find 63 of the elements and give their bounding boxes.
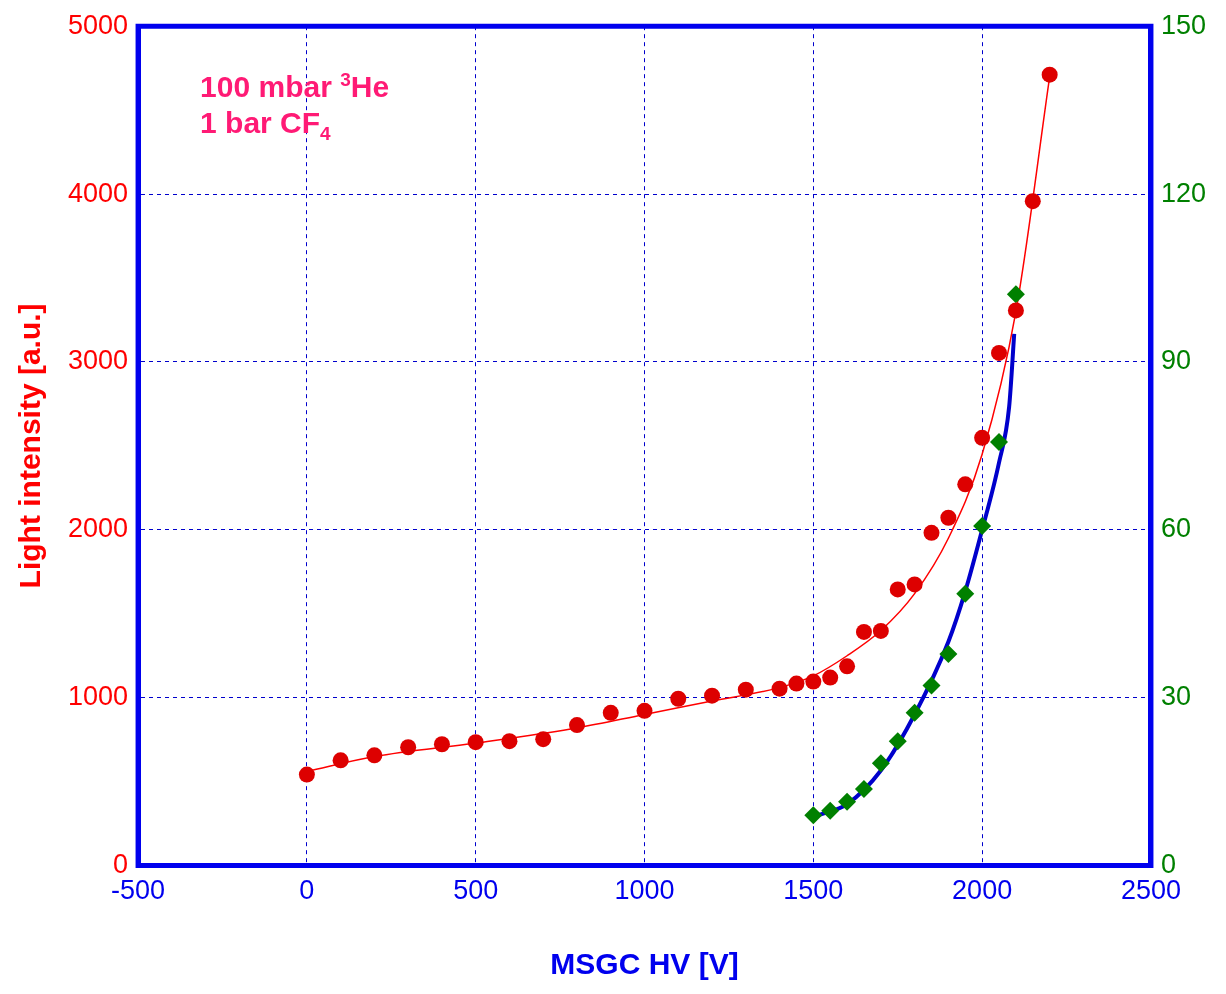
point	[400, 739, 417, 756]
point	[990, 432, 1009, 451]
point	[855, 623, 872, 640]
annotation: 100 mbar $^{3}$He	[200, 68, 390, 106]
y2-tick-label: 90	[1160, 345, 1191, 376]
y-tick-label: 3000	[67, 345, 129, 376]
point	[366, 747, 383, 764]
point	[974, 429, 991, 446]
point	[872, 622, 889, 639]
annotation: 1 bar CF$_{4}$	[200, 105, 332, 147]
point	[805, 673, 822, 690]
point	[871, 754, 890, 773]
point	[888, 732, 907, 751]
point	[939, 645, 958, 664]
point	[922, 676, 941, 695]
x-tick-label: 1500	[783, 875, 844, 906]
x-tick-label: 500	[453, 875, 499, 906]
y2-tick-label: 120	[1160, 177, 1207, 208]
y-axis-title: Light intensity [a.u.]	[13, 303, 47, 589]
y2-tick-label: 150	[1160, 9, 1207, 40]
point	[991, 344, 1008, 361]
point	[602, 704, 619, 721]
point	[889, 581, 906, 598]
point	[535, 731, 552, 748]
y2-tick-label: 30	[1160, 681, 1191, 712]
point	[957, 476, 974, 493]
point	[906, 576, 923, 593]
point	[788, 675, 805, 692]
point	[704, 687, 721, 704]
y2-tick-label: 60	[1160, 513, 1191, 544]
y-tick-label: 4000	[67, 177, 129, 208]
point	[822, 669, 839, 686]
point	[973, 516, 992, 535]
point	[1006, 285, 1025, 304]
point	[1007, 302, 1024, 319]
point	[956, 584, 975, 603]
point	[839, 658, 856, 675]
point	[737, 681, 754, 698]
point	[1041, 66, 1058, 83]
x-tick-label: 1000	[614, 875, 675, 906]
point	[636, 702, 653, 719]
point	[568, 717, 585, 734]
point	[332, 752, 349, 769]
point	[433, 736, 450, 753]
point	[940, 509, 957, 526]
point	[838, 792, 857, 811]
y-tick-label: 5000	[67, 9, 129, 40]
point	[923, 524, 940, 541]
y-tick-label: 1000	[67, 681, 129, 712]
x-axis-title: MSGC HV [V]	[550, 947, 739, 981]
point	[905, 703, 924, 722]
point	[821, 801, 840, 820]
y-tick-label: 2000	[67, 513, 129, 544]
x-tick-label: 2000	[952, 875, 1013, 906]
point	[771, 680, 788, 697]
point	[298, 766, 315, 783]
point	[854, 779, 873, 798]
point	[1024, 193, 1041, 210]
x-tick-label: 0	[299, 875, 315, 906]
point	[804, 806, 823, 825]
point	[501, 733, 518, 750]
point	[670, 690, 687, 707]
point	[467, 734, 484, 751]
